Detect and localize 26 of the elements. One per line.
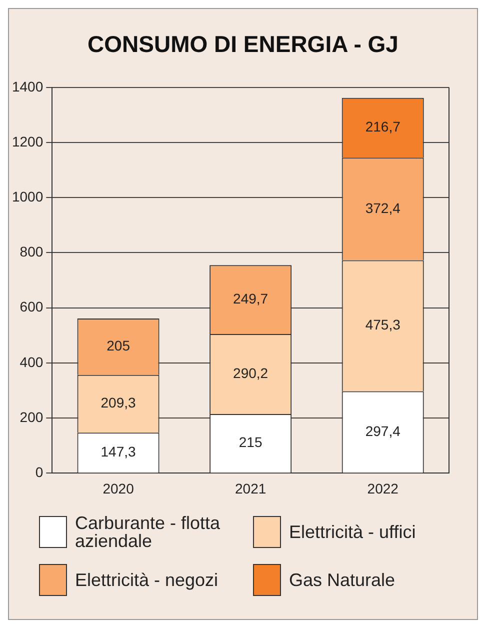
data-label: 216,7 [365, 118, 401, 135]
data-label: 372,4 [365, 200, 401, 216]
y-tick-label: 1200 [12, 133, 44, 150]
x-tick-label: 2022 [367, 480, 399, 496]
y-tick-label: 600 [20, 298, 44, 315]
x-tick-label: 2020 [102, 480, 134, 496]
x-tick-label: 2021 [234, 480, 266, 496]
y-tick-label: 800 [20, 244, 44, 260]
data-label: 297,4 [365, 422, 401, 439]
legend-label: Gas Naturale [289, 570, 396, 590]
data-label: 209,3 [100, 394, 136, 411]
data-label: 215 [238, 434, 262, 450]
data-label: 205 [106, 338, 130, 354]
legend-label: Elettricità - negozi [75, 570, 220, 590]
y-tick-label: 0 [35, 464, 44, 480]
data-label: 475,3 [365, 316, 401, 333]
data-label: 147,3 [100, 444, 136, 460]
data-label: 290,2 [233, 364, 268, 381]
y-tick-label: 1000 [12, 188, 44, 204]
legend-label: Carburante - flotta aziendale [75, 513, 222, 551]
chart-title: CONSUMO DI ENERGIA - GJ [86, 31, 400, 58]
y-tick-label: 400 [20, 354, 44, 370]
legend-label: Elettricità - uffici [289, 522, 417, 542]
data-label: 249,7 [233, 290, 268, 306]
y-tick-label: 200 [20, 408, 44, 425]
y-tick-label: 1400 [12, 78, 44, 94]
